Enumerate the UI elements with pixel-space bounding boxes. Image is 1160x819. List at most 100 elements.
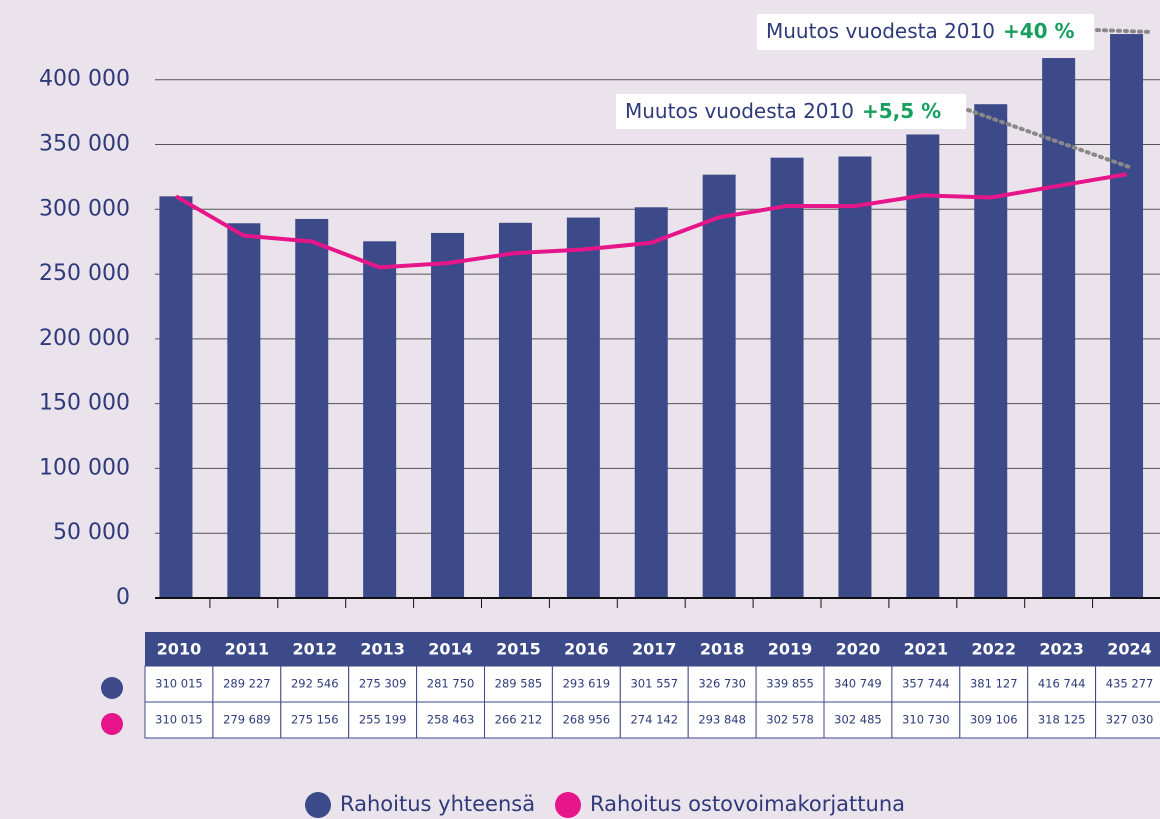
table-cell [755,701,825,739]
table-year: 2013 [360,640,405,659]
table-year: 2011 [225,640,270,659]
line [174,172,1127,270]
table-cell [551,665,621,703]
table-cell [1027,701,1097,739]
table-value: 268 956 [563,713,611,727]
bar [1110,34,1144,598]
table-value: 339 855 [766,677,814,691]
annotation-leader [1095,28,1154,34]
annotation-text: Muutos vuodesta 2010 [625,99,854,123]
table-cell [416,665,486,703]
legend-marker [555,792,581,818]
annotation-change: +5,5 % [862,99,941,123]
annotation-text: Muutos vuodesta 2010 [766,19,995,43]
table-year: 2022 [971,640,1016,659]
table-year: 2021 [904,640,949,659]
bar [906,134,940,598]
table-value: 293 619 [563,677,611,691]
table-cell [416,701,486,739]
y-tick-label: 200 000 [39,326,130,351]
table-cell [348,665,418,703]
table-cell [551,701,621,739]
table-value: 327 030 [1106,713,1154,727]
table-value: 310 730 [902,713,950,727]
table-value: 275 309 [359,677,407,691]
table-value: 301 557 [630,677,678,691]
bar [431,232,465,598]
annotation: Muutos vuodesta 2010 +40 % [766,19,1075,43]
table-cell [959,701,1029,739]
legend-label: Rahoitus yhteensä [340,792,535,816]
table-cell [484,665,553,703]
bar [634,207,668,598]
table-cell [619,665,689,703]
table-year: 2018 [700,640,745,659]
bar [295,218,329,598]
table-year: 2010 [157,640,202,659]
table-cell [891,701,961,739]
y-tick-label: 50 000 [53,520,130,545]
y-tick-label: 300 000 [39,196,130,221]
table-cell [1027,665,1097,703]
table-year: 2014 [428,640,473,659]
table-year: 2016 [564,640,609,659]
y-tick-label: 250 000 [39,261,130,286]
table-value: 279 689 [223,713,271,727]
bar [770,157,804,598]
table-cell [687,701,757,739]
annotation-box [616,94,966,129]
table-value: 266 212 [495,713,543,727]
annotation: Muutos vuodesta 2010 +5,5 % [625,99,941,123]
annotation-box [757,14,1094,50]
table-value: 289 585 [495,677,543,691]
table-value: 275 156 [291,713,339,727]
table-year: 2024 [1107,640,1152,659]
table-cell [823,701,893,739]
bar [1042,58,1076,598]
table-header [145,632,1160,666]
table-year: 2019 [768,640,813,659]
table-year: 2023 [1039,640,1084,659]
table-cell [280,665,350,703]
bar [566,217,600,598]
table-year: 2017 [632,640,677,659]
y-tick-label: 0 [116,585,130,610]
table-legend-dot [101,713,123,735]
y-tick-label: 150 000 [39,391,130,416]
table-value: 357 744 [902,677,950,691]
bar [702,174,736,598]
table-cell [1095,701,1160,739]
bar [838,156,872,598]
table-value: 292 546 [291,677,339,691]
table-value: 281 750 [427,677,475,691]
y-tick-label: 350 000 [39,132,130,157]
table-value: 255 199 [359,713,407,727]
table-value: 310 015 [155,713,203,727]
table-year: 2020 [836,640,881,659]
table-value: 435 277 [1106,677,1154,691]
table-value: 289 227 [223,677,271,691]
table-value: 302 578 [766,713,814,727]
table-value: 258 463 [427,713,475,727]
table-value: 310 015 [155,677,203,691]
table-value: 274 142 [630,713,678,727]
legend-marker [305,792,331,818]
table-value: 416 744 [1038,677,1086,691]
bar [227,223,261,599]
annotation-leader [966,108,1134,170]
table-value: 326 730 [698,677,746,691]
annotation-change: +40 % [1003,19,1075,43]
table-value: 293 848 [698,713,746,727]
bar [159,196,193,599]
table-value: 302 485 [834,713,882,727]
bar [363,241,397,598]
table-year: 2015 [496,640,541,659]
legend-label: Rahoitus ostovoimakorjattuna [590,792,905,816]
bar [498,222,532,598]
table-value: 309 106 [970,713,1018,727]
y-tick-label: 100 000 [39,455,130,480]
table-cell [687,665,757,703]
table-cell [619,701,689,739]
table-legend-dot [101,677,123,699]
